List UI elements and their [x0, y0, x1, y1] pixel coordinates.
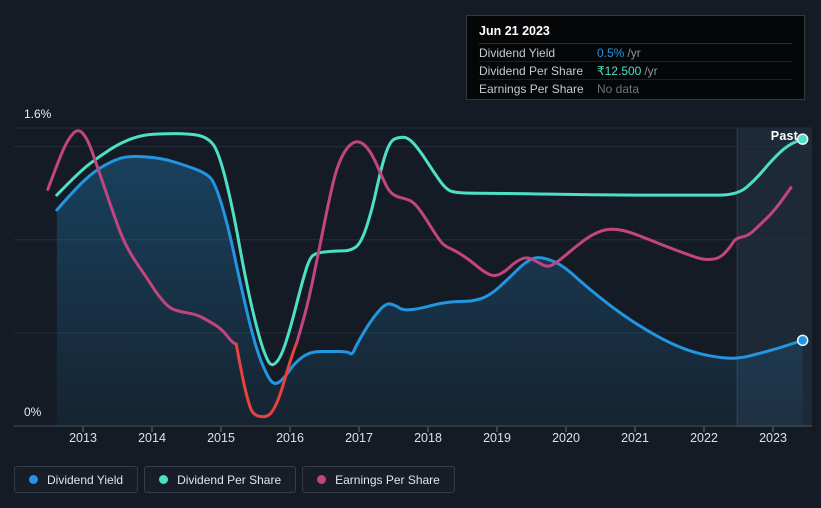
tooltip-row-value: 0.5%	[597, 45, 625, 60]
tooltip: Jun 21 2023 Dividend Yield 0.5%/yr Dividen…	[466, 15, 805, 100]
dividend-per-share-line	[55, 132, 805, 367]
tooltip-row-label: Earnings Per Share	[479, 81, 584, 96]
past-label: Past	[770, 129, 798, 143]
dividend-yield-end-dot[interactable]	[796, 334, 809, 347]
legend-item-dividend-per-share[interactable]: Dividend Per Share	[144, 466, 297, 493]
legend-item-dividend-yield[interactable]: Dividend Yield	[14, 466, 139, 493]
x-axis-label-2015: 2015	[207, 431, 235, 445]
x-axis-label-2019: 2019	[483, 431, 511, 445]
x-axis-label-2018: 2018	[414, 431, 442, 445]
tooltip-row-label: Dividend Yield	[479, 45, 556, 60]
x-axis-label-2017: 2017	[345, 431, 373, 445]
legend-dot	[29, 475, 38, 484]
tooltip-date: Jun 21 2023	[479, 22, 792, 44]
x-axis-label-2021: 2021	[621, 431, 649, 445]
y-axis-label-max: 1.6%	[24, 107, 52, 121]
tooltip-row-label: Dividend Per Share	[479, 63, 584, 78]
tooltip-row-value: ₹12.500	[597, 63, 642, 78]
legend-label: Dividend Yield	[47, 472, 124, 487]
dividend-per-share-end-dot[interactable]	[796, 133, 809, 145]
y-axis-label-zero: 0%	[24, 405, 42, 419]
x-axis-label-2020: 2020	[552, 431, 580, 445]
tooltip-row-value: No data	[597, 81, 640, 96]
x-axis-label-2013: 2013	[69, 431, 97, 445]
x-axis-label-2016: 2016	[276, 431, 304, 445]
tooltip-row-earnings-per-share: Earnings Per Share No data	[479, 80, 792, 97]
tooltip-row-dividend-per-share: Dividend Per Share ₹12.500/yr	[479, 62, 792, 80]
x-axis-label-2022: 2022	[690, 431, 718, 445]
legend-dot	[317, 475, 327, 484]
earnings-per-share-line-seg1	[234, 340, 299, 419]
legend-item-earnings-per-share[interactable]: Earnings Per Share	[302, 466, 455, 493]
tooltip-row-dividend-yield: Dividend Yield 0.5%/yr	[479, 44, 792, 62]
tooltip-row-unit: /yr	[627, 45, 641, 60]
legend-dot	[159, 475, 169, 484]
legend: Dividend Yield Dividend Per Share Earnings…	[14, 466, 455, 493]
tooltip-row-unit: /yr	[644, 63, 658, 78]
x-axis-label-2014: 2014	[138, 431, 166, 445]
earnings-per-share-line-seg2	[295, 140, 793, 344]
dividend-yield-line	[55, 155, 805, 385]
dividend-yield-area	[56, 156, 803, 426]
earnings-per-share-line-seg0	[46, 129, 238, 346]
legend-label: Dividend Per Share	[177, 472, 282, 487]
x-axis-label-2023: 2023	[759, 431, 787, 445]
legend-label: Earnings Per Share	[335, 472, 440, 487]
